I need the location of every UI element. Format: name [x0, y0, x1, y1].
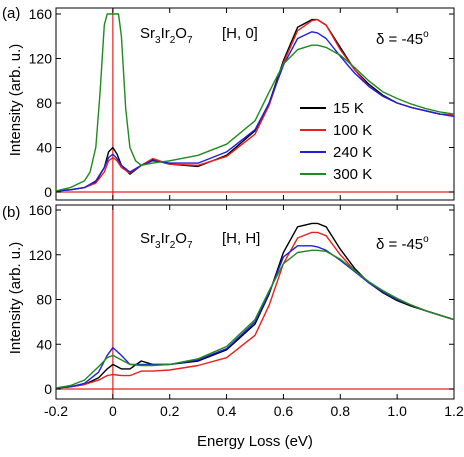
panel-b-direction: [H, H]: [222, 230, 260, 247]
y-axis-title-top: Intensity (arb. u.): [7, 44, 24, 157]
panel-a-compound: Sr3Ir2O7: [140, 25, 193, 46]
panel-b-y-ticks: 0 40 80 120 160: [29, 202, 454, 397]
y-tick-label: 120: [29, 247, 53, 263]
x-tick-label: 0.4: [217, 403, 237, 419]
legend-label: 100 K: [333, 122, 372, 139]
panel-b-compound: Sr3Ir2O7: [140, 230, 193, 251]
panel-a-direction: [H, 0]: [222, 25, 258, 42]
x-tick-label: 0: [109, 403, 117, 419]
series-line-100k: [55, 231, 455, 389]
x-tick-label: 1.2: [444, 403, 464, 419]
x-axis-title: Energy Loss (eV): [197, 433, 313, 450]
x-tick-label: 1.0: [387, 403, 407, 419]
y-axis-title-bottom: Intensity (arb. u.): [7, 242, 24, 355]
panel-a-y-ticks: 0 40 80 120 160: [29, 6, 455, 200]
panel-a-series: [55, 13, 455, 192]
panel-b-series: [55, 222, 455, 389]
series-line-240k: [55, 245, 455, 389]
panel-a-frame: [55, 7, 455, 201]
series-line-15k: [55, 18, 455, 192]
x-tick-label: 0.6: [274, 403, 294, 419]
series-line-300k: [55, 249, 455, 389]
panel-b-frame: [55, 204, 455, 400]
panel-b-delta: δ = -45o: [376, 234, 429, 253]
series-line-300k: [55, 13, 455, 192]
y-tick-label: 0: [44, 381, 52, 397]
y-tick-label: 40: [36, 140, 52, 156]
y-tick-label: 120: [29, 51, 53, 67]
y-tick-label: 0: [44, 184, 52, 200]
y-tick-label: 80: [36, 292, 52, 308]
panel-b: (b) 0 40 80 120 160 Sr3Ir2O7 [H, H] δ = -45o…: [2, 202, 464, 419]
x-tick-label: 0.8: [331, 403, 351, 419]
legend-label: 240 K: [333, 144, 372, 161]
panel-a-delta: δ = -45o: [376, 29, 429, 48]
x-tick-label: -0.2: [44, 403, 68, 419]
y-tick-label: 160: [29, 202, 53, 218]
legend: 15 K 100 K 240 K 300 K: [300, 100, 372, 183]
y-tick-label: 160: [29, 6, 53, 22]
legend-label: 300 K: [333, 166, 372, 183]
panel-a: (a) 0 40 80 120 160 Sr3Ir2O7 [H, 0] δ = -45o…: [2, 5, 455, 201]
panel-a-label: (a): [2, 5, 20, 22]
series-line-240k: [55, 31, 455, 192]
panel-b-label: (b): [2, 204, 20, 221]
x-tick-label: 0.2: [160, 403, 180, 419]
legend-label: 15 K: [333, 100, 364, 117]
x-ticks: -0.2 0 0.2 0.4 0.6 0.8 1.0 1.2: [44, 205, 464, 419]
y-tick-label: 80: [36, 95, 52, 111]
y-tick-label: 40: [36, 336, 52, 352]
